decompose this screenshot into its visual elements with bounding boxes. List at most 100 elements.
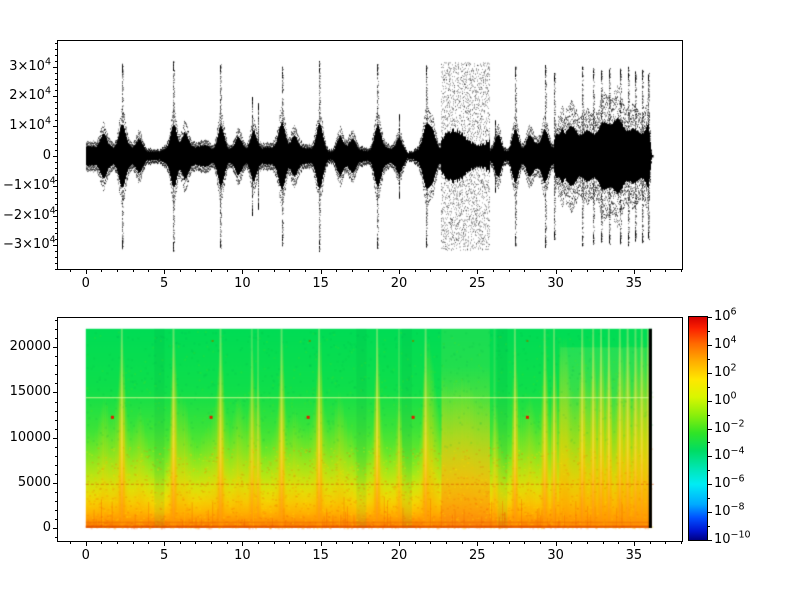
colorbar-tick-label: 102: [714, 362, 737, 380]
x-minor-tick: [148, 542, 150, 544]
x-minor-tick: [539, 542, 541, 544]
x-minor-tick: [179, 542, 181, 544]
y-major-tick: [53, 347, 57, 349]
y-tick-label: 0: [42, 520, 51, 535]
y-major-tick: [53, 66, 57, 68]
x-major-tick: [477, 542, 479, 546]
x-minor-tick: [117, 542, 119, 544]
y-tick-label: 1×104: [9, 115, 51, 134]
x-tick-label: 5: [159, 548, 169, 563]
y-minor-tick: [55, 383, 57, 385]
colorbar-tick-label: 104: [714, 334, 737, 352]
colorbar-tick-label: 10−6: [714, 473, 745, 492]
x-minor-tick: [680, 542, 682, 544]
x-tick-label: 30: [547, 548, 564, 563]
y-minor-tick: [55, 518, 57, 520]
y-tick-label: −1×104: [3, 175, 56, 193]
x-minor-tick: [211, 270, 213, 272]
y-major-tick: [53, 245, 57, 247]
x-tick-label: 0: [81, 276, 90, 291]
x-minor-tick: [352, 270, 354, 272]
x-minor-tick: [492, 270, 494, 272]
x-minor-tick: [414, 542, 416, 544]
colorbar-tick-label: 10−8: [714, 501, 745, 520]
y-tick-label: 5000: [17, 474, 51, 490]
x-minor-tick: [586, 270, 588, 272]
y-major-tick: [53, 528, 57, 529]
x-minor-tick: [367, 270, 369, 272]
colorbar-major-tick: [708, 484, 712, 486]
x-major-tick: [320, 542, 322, 546]
y-minor-tick: [55, 102, 57, 104]
y-minor-tick: [55, 500, 57, 502]
x-minor-tick: [148, 270, 150, 272]
x-minor-tick: [665, 542, 667, 544]
x-minor-tick: [132, 542, 134, 544]
y-minor-tick: [55, 473, 57, 475]
y-minor-tick: [55, 144, 57, 146]
x-minor-tick: [117, 270, 119, 272]
colorbar-major-tick: [708, 344, 712, 346]
y-minor-tick: [55, 114, 57, 116]
x-tick-label: 35: [625, 276, 643, 291]
x-minor-tick: [618, 270, 620, 272]
x-minor-tick: [195, 270, 197, 272]
y-minor-tick: [55, 138, 57, 140]
y-minor-tick: [55, 464, 57, 466]
x-minor-tick: [273, 542, 275, 544]
x-minor-tick: [226, 542, 228, 544]
y-minor-tick: [55, 356, 57, 358]
y-minor-tick: [55, 233, 57, 235]
x-tick-label: 15: [312, 548, 329, 563]
y-minor-tick: [55, 537, 57, 539]
y-tick-label: −3×104: [3, 235, 56, 253]
colorbar-minor-tick: [708, 414, 710, 416]
x-major-tick: [320, 270, 322, 274]
colorbar-minor-tick: [708, 442, 710, 444]
colorbar-major-tick: [708, 428, 712, 430]
y-minor-tick: [55, 338, 57, 340]
y-minor-tick: [55, 78, 57, 80]
x-minor-tick: [602, 542, 604, 544]
y-tick-label: 15000: [9, 384, 51, 400]
y-minor-tick: [55, 72, 57, 74]
x-major-tick: [399, 270, 400, 274]
x-minor-tick: [430, 270, 432, 272]
x-minor-tick: [445, 270, 447, 272]
colorbar-gradient: [689, 317, 707, 540]
y-minor-tick: [55, 132, 57, 134]
y-minor-tick: [55, 374, 57, 376]
x-minor-tick: [70, 542, 72, 544]
x-major-tick: [477, 270, 479, 274]
y-minor-tick: [55, 60, 57, 62]
x-major-tick: [85, 542, 87, 546]
x-minor-tick: [461, 270, 463, 272]
y-minor-tick: [55, 179, 57, 181]
waveform-plot-canvas: [58, 41, 682, 269]
colorbar-tick-label: 106: [714, 306, 737, 324]
x-tick-label: 20: [390, 548, 408, 563]
x-major-tick: [555, 270, 557, 274]
x-minor-tick: [383, 270, 385, 272]
y-major-tick: [53, 96, 57, 98]
x-minor-tick: [539, 270, 541, 272]
y-major-tick: [53, 215, 57, 217]
x-minor-tick: [492, 542, 494, 544]
x-major-tick: [164, 270, 166, 274]
y-minor-tick: [55, 419, 57, 421]
x-minor-tick: [211, 542, 213, 544]
colorbar-minor-tick: [708, 386, 710, 388]
y-major-tick: [53, 126, 57, 128]
x-minor-tick: [649, 270, 651, 272]
y-major-tick: [53, 185, 57, 187]
x-minor-tick: [571, 270, 573, 272]
y-minor-tick: [55, 257, 57, 259]
y-minor-tick: [55, 150, 57, 152]
colorbar-major-tick: [708, 540, 712, 541]
y-minor-tick: [55, 90, 57, 92]
x-minor-tick: [289, 270, 291, 272]
x-minor-tick: [132, 270, 134, 272]
x-minor-tick: [649, 542, 651, 544]
x-major-tick: [555, 542, 557, 546]
